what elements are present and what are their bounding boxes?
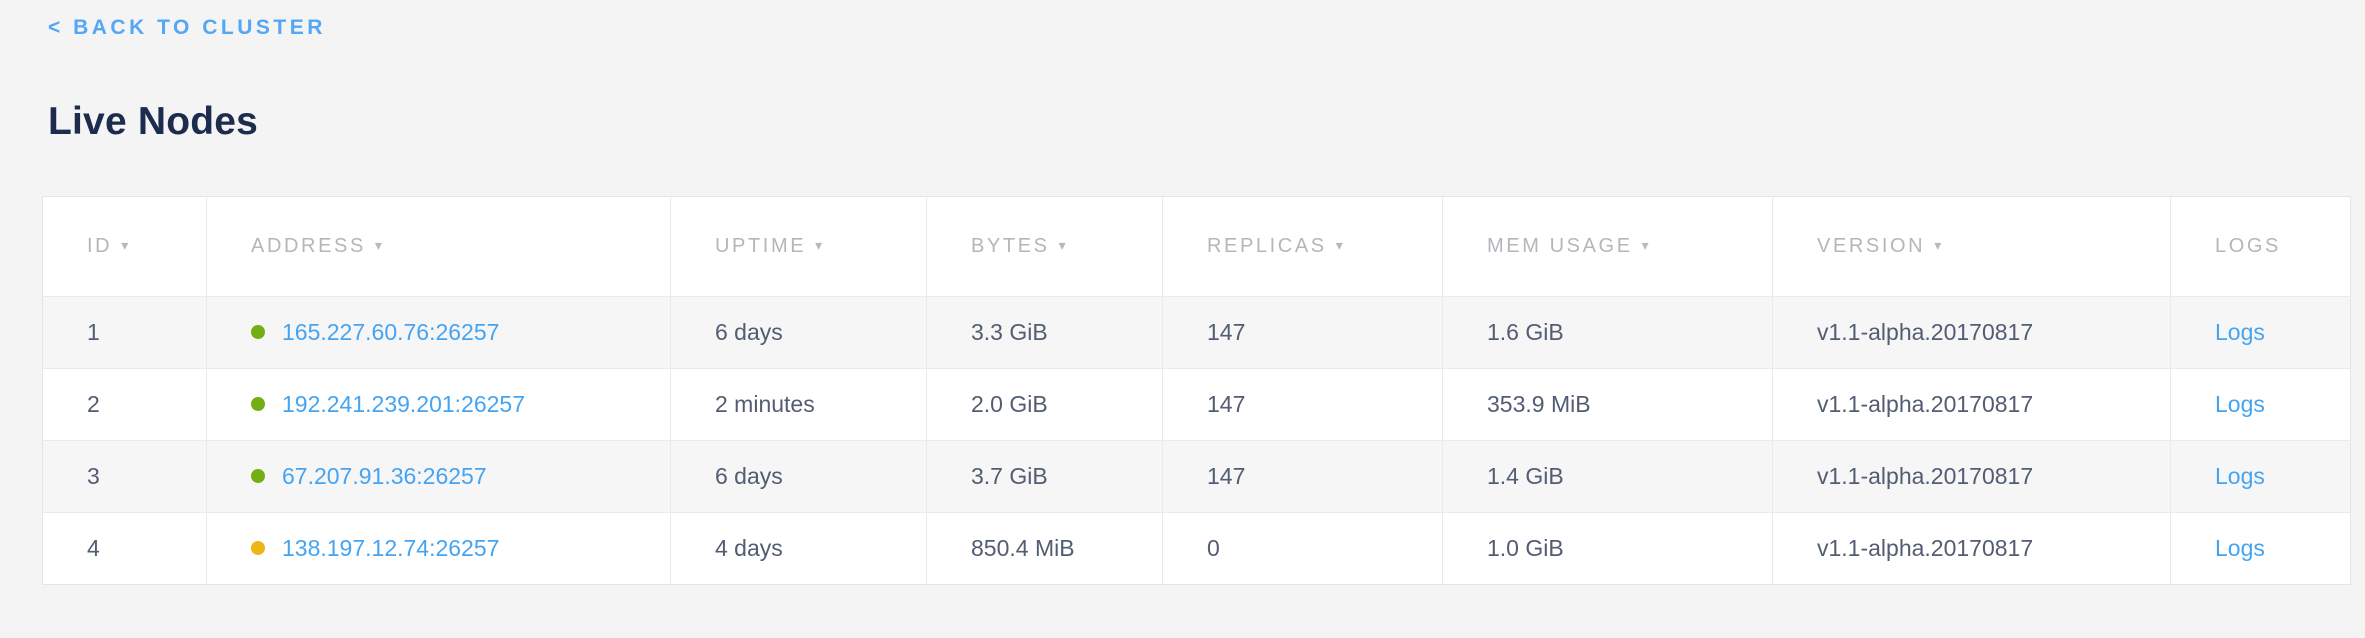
cell-version: v1.1-alpha.20170817 (1772, 368, 2171, 441)
cell-replicas: 147 (1162, 368, 1443, 441)
node-logs-link[interactable]: Logs (2215, 535, 2265, 561)
node-status-dot (251, 325, 265, 339)
cell-replicas: 0 (1162, 512, 1443, 585)
node-row-2: 2 192.241.239.201:26257 2 minutes 2.0 Gi… (42, 368, 2351, 441)
sort-caret-icon: ▾ (121, 237, 131, 253)
column-header-label: VERSION (1817, 235, 1926, 257)
page-title: Live Nodes (48, 100, 259, 143)
node-row-4: 4 138.197.12.74:26257 4 days 850.4 MiB 0… (42, 512, 2351, 585)
table-header-row: ID ▾ ADDRESS ▾ UPTIME ▾ BYTES ▾ REPLICAS ▾ ME… (42, 196, 2351, 297)
cell-bytes: 850.4 MiB (926, 512, 1163, 585)
cell-mem-usage: 1.4 GiB (1442, 440, 1773, 513)
column-header-mem-usage[interactable]: MEM USAGE ▾ (1442, 196, 1773, 297)
node-status-dot (251, 397, 265, 411)
column-header-address[interactable]: ADDRESS ▾ (206, 196, 671, 297)
cell-node-address: 67.207.91.36:26257 (206, 440, 671, 513)
cell-uptime: 6 days (670, 296, 927, 369)
cell-version: v1.1-alpha.20170817 (1772, 296, 2171, 369)
column-header-version[interactable]: VERSION ▾ (1772, 196, 2171, 297)
sort-caret-icon: ▾ (1934, 237, 1944, 253)
cell-logs: Logs (2170, 440, 2351, 513)
column-header-label: BYTES (971, 235, 1050, 257)
cell-logs: Logs (2170, 296, 2351, 369)
node-row-1: 1 165.227.60.76:26257 6 days 3.3 GiB 147… (42, 296, 2351, 369)
cell-node-address: 192.241.239.201:26257 (206, 368, 671, 441)
column-header-uptime[interactable]: UPTIME ▾ (670, 196, 927, 297)
cell-version: v1.1-alpha.20170817 (1772, 512, 2171, 585)
node-status-dot (251, 541, 265, 555)
sort-caret-icon: ▾ (1058, 237, 1069, 253)
sort-caret-icon: ▾ (374, 237, 385, 253)
cell-replicas: 147 (1162, 296, 1443, 369)
cell-logs: Logs (2170, 512, 2351, 585)
node-logs-link[interactable]: Logs (2215, 463, 2265, 489)
cell-bytes: 2.0 GiB (926, 368, 1163, 441)
column-header-label: ID (87, 235, 113, 257)
cell-node-address: 165.227.60.76:26257 (206, 296, 671, 369)
sort-caret-icon: ▾ (1641, 237, 1652, 253)
sort-caret-icon: ▾ (1335, 237, 1346, 253)
node-row-3: 3 67.207.91.36:26257 6 days 3.7 GiB 147 … (42, 440, 2351, 513)
cell-node-id: 3 (42, 440, 207, 513)
column-header-label: REPLICAS (1207, 235, 1327, 257)
cell-uptime: 6 days (670, 440, 927, 513)
column-header-label: UPTIME (715, 235, 807, 257)
cell-node-id: 1 (42, 296, 207, 369)
node-logs-link[interactable]: Logs (2215, 319, 2265, 345)
cell-uptime: 2 minutes (670, 368, 927, 441)
live-nodes-table-container: ID ▾ ADDRESS ▾ UPTIME ▾ BYTES ▾ REPLICAS ▾ ME… (42, 196, 2351, 585)
cell-mem-usage: 353.9 MiB (1442, 368, 1773, 441)
cell-node-id: 4 (42, 512, 207, 585)
node-address-link[interactable]: 138.197.12.74:26257 (282, 535, 500, 561)
cell-logs: Logs (2170, 368, 2351, 441)
live-nodes-table: ID ▾ ADDRESS ▾ UPTIME ▾ BYTES ▾ REPLICAS ▾ ME… (42, 196, 2351, 585)
node-address-link[interactable]: 192.241.239.201:26257 (282, 391, 526, 417)
node-address-link[interactable]: 67.207.91.36:26257 (282, 463, 487, 489)
sort-caret-icon: ▾ (815, 237, 825, 253)
cell-node-address: 138.197.12.74:26257 (206, 512, 671, 585)
column-header-logs: LOGS (2170, 196, 2351, 297)
cell-replicas: 147 (1162, 440, 1443, 513)
node-address-link[interactable]: 165.227.60.76:26257 (282, 319, 500, 345)
column-header-label: MEM USAGE (1487, 235, 1633, 257)
node-status-dot (251, 469, 265, 483)
cell-uptime: 4 days (670, 512, 927, 585)
cell-mem-usage: 1.0 GiB (1442, 512, 1773, 585)
column-header-id[interactable]: ID ▾ (42, 196, 207, 297)
cell-mem-usage: 1.6 GiB (1442, 296, 1773, 369)
cell-version: v1.1-alpha.20170817 (1772, 440, 2171, 513)
column-header-label: ADDRESS (251, 235, 366, 257)
column-header-replicas[interactable]: REPLICAS ▾ (1162, 196, 1443, 297)
column-header-bytes[interactable]: BYTES ▾ (926, 196, 1163, 297)
cell-node-id: 2 (42, 368, 207, 441)
cell-bytes: 3.7 GiB (926, 440, 1163, 513)
column-header-label: LOGS (2215, 235, 2281, 257)
node-logs-link[interactable]: Logs (2215, 391, 2265, 417)
cell-bytes: 3.3 GiB (926, 296, 1163, 369)
back-to-cluster-link[interactable]: < BACK TO CLUSTER (48, 16, 326, 39)
